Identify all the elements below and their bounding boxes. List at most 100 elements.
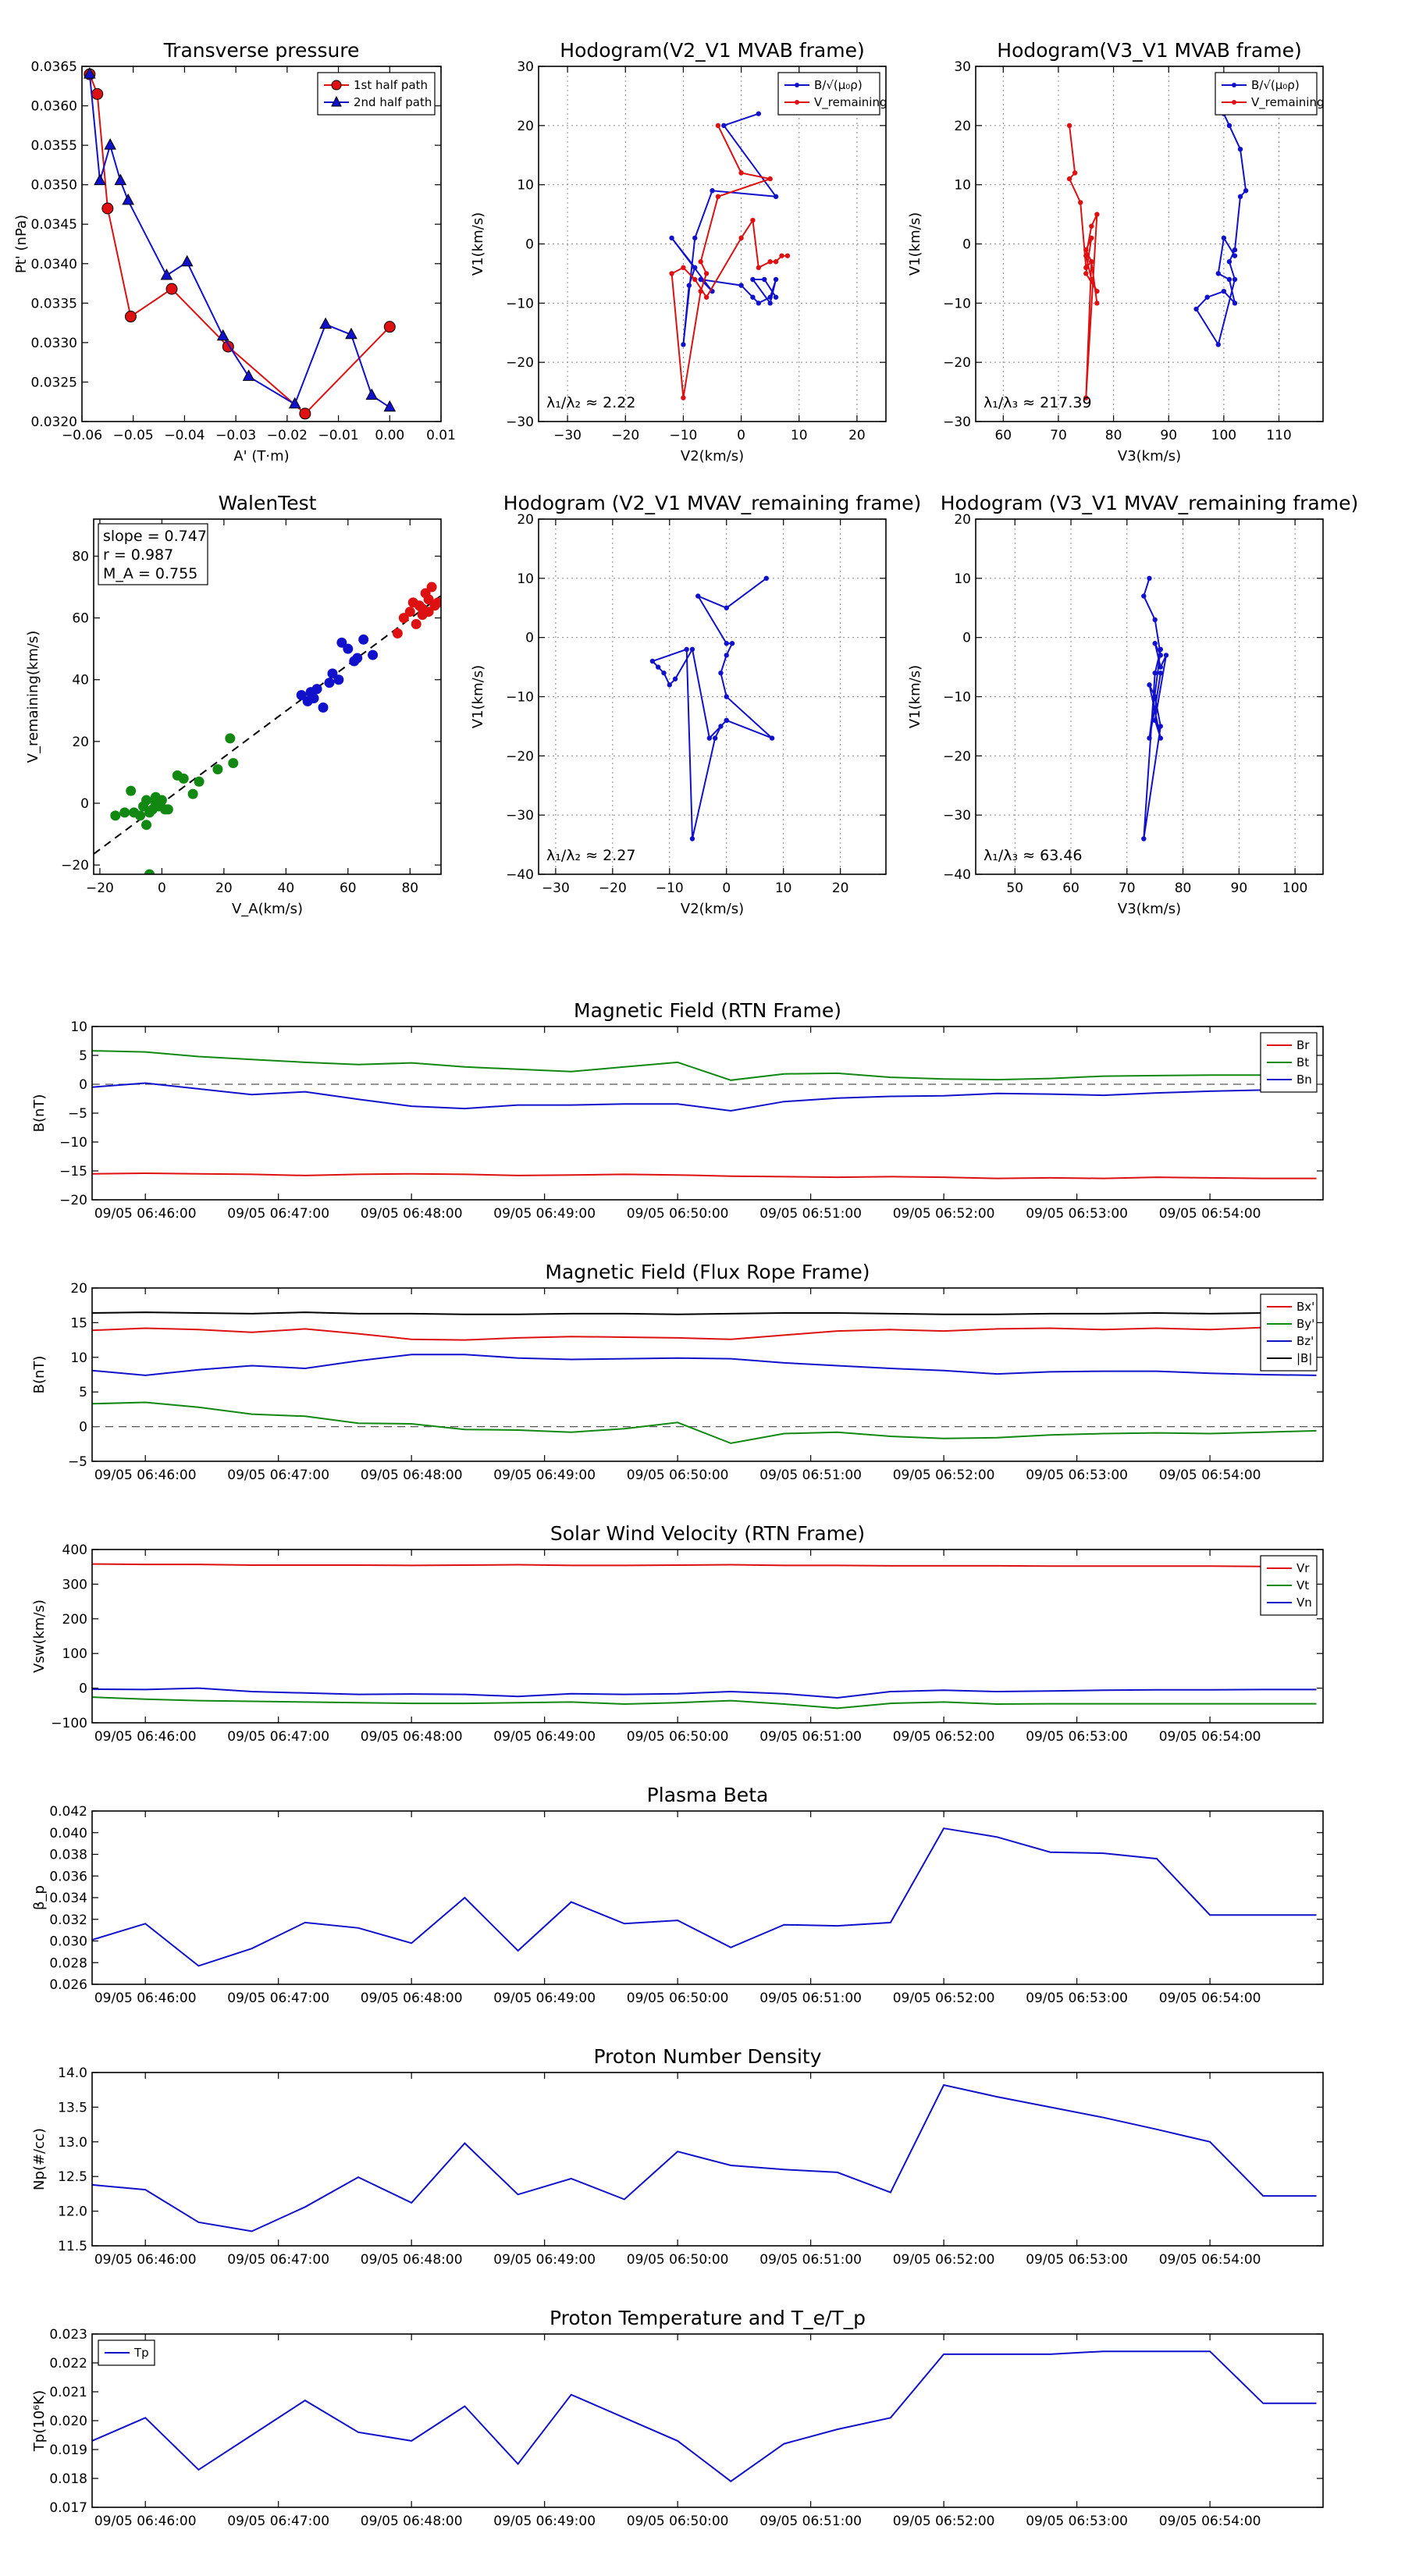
y-tick-label: −100 bbox=[51, 1716, 87, 1731]
x-tick-label: 60 bbox=[340, 881, 357, 896]
data-point bbox=[1232, 253, 1238, 258]
data-point bbox=[750, 294, 756, 300]
x-tick-label: 0 bbox=[722, 881, 731, 896]
y-tick-label: 10 bbox=[517, 178, 534, 194]
chart-title-mag_rtn: Magnetic Field (RTN Frame) bbox=[574, 999, 841, 1022]
data-point bbox=[1152, 670, 1158, 676]
data-point bbox=[365, 388, 379, 400]
data-point bbox=[661, 670, 667, 676]
data-point bbox=[404, 607, 415, 617]
legend-label: Tp bbox=[133, 2346, 149, 2360]
time-tick-label: 09/05 06:51:00 bbox=[759, 1729, 862, 1745]
y-axis-label: Pt' (nPa) bbox=[13, 215, 30, 273]
legend-label: 1st half path bbox=[354, 78, 428, 92]
plot-area-beta bbox=[92, 1827, 1317, 1967]
data-point bbox=[1232, 276, 1238, 283]
plot-area-h1 bbox=[669, 111, 791, 400]
y-tick-label: 0.019 bbox=[49, 2443, 87, 2458]
data-point bbox=[84, 67, 96, 79]
data-point bbox=[756, 301, 762, 306]
annotation-text: λ₁/λ₂ ≈ 2.27 bbox=[546, 847, 635, 864]
y-tick-label: 0.034 bbox=[49, 1891, 87, 1906]
time-tick-label: 09/05 06:48:00 bbox=[361, 1468, 463, 1483]
y-axis-label: B(nT) bbox=[31, 1356, 48, 1394]
data-point bbox=[703, 271, 710, 276]
x-tick-label: −20 bbox=[86, 881, 114, 896]
data-point bbox=[1152, 694, 1158, 699]
data-point bbox=[750, 276, 756, 283]
y-tick-label: 0.0340 bbox=[31, 257, 77, 272]
series-line-2nd half path bbox=[88, 74, 390, 408]
y-tick-label: 10 bbox=[954, 178, 971, 194]
data-point bbox=[122, 193, 134, 205]
y-tick-label: −5 bbox=[68, 1106, 87, 1122]
y-tick-label: 100 bbox=[62, 1646, 87, 1662]
legend-marker bbox=[1232, 100, 1236, 105]
chart-title-h3: Hodogram (V2_V1 MVAV_remaining frame) bbox=[503, 492, 922, 514]
y-tick-label: 0.042 bbox=[49, 1804, 87, 1820]
data-point bbox=[718, 670, 724, 676]
plot-area-tp bbox=[92, 2350, 1317, 2482]
data-point bbox=[91, 87, 104, 100]
plot-area-h4 bbox=[1141, 575, 1169, 841]
x-tick-label: −20 bbox=[611, 428, 639, 443]
series-line-Bn bbox=[92, 1082, 1317, 1112]
data-point bbox=[773, 259, 779, 265]
time-tick-label: 09/05 06:50:00 bbox=[627, 2514, 729, 2529]
x-tick-label: 0 bbox=[158, 881, 166, 896]
time-tick-label: 09/05 06:49:00 bbox=[493, 1206, 596, 1222]
data-point bbox=[669, 235, 674, 241]
x-tick-label: −30 bbox=[542, 881, 570, 896]
time-tick-label: 09/05 06:50:00 bbox=[627, 1206, 729, 1222]
y-tick-label: 30 bbox=[954, 59, 971, 75]
y-tick-label: −20 bbox=[506, 749, 534, 764]
time-tick-label: 09/05 06:47:00 bbox=[227, 2252, 329, 2268]
y-tick-label: 10 bbox=[517, 571, 534, 587]
chart-h3: Hodogram (V2_V1 MVAV_remaining frame) −40… bbox=[470, 492, 921, 917]
legend-box bbox=[317, 72, 436, 116]
data-point bbox=[738, 283, 744, 288]
axes-frame bbox=[538, 66, 887, 422]
data-point bbox=[299, 407, 311, 420]
y-tick-label: 0.022 bbox=[49, 2356, 87, 2371]
data-point bbox=[165, 283, 178, 295]
data-point bbox=[762, 276, 767, 283]
data-point bbox=[319, 317, 332, 329]
y-tick-label: 0 bbox=[79, 1077, 87, 1093]
y-tick-label: 300 bbox=[62, 1577, 87, 1592]
y-tick-label: 0.038 bbox=[49, 1848, 87, 1863]
data-point bbox=[681, 342, 686, 347]
chart-title-np: Proton Number Density bbox=[594, 2045, 822, 2068]
data-point bbox=[1215, 342, 1221, 347]
data-point bbox=[94, 173, 106, 186]
y-tick-label: −40 bbox=[506, 867, 534, 883]
legend-label: Br bbox=[1297, 1038, 1310, 1052]
time-tick-label: 09/05 06:48:00 bbox=[361, 1729, 463, 1745]
annotation-line: r = 0.987 bbox=[103, 546, 173, 564]
x-tick-label: −0.02 bbox=[267, 428, 308, 443]
time-tick-label: 09/05 06:48:00 bbox=[361, 2514, 463, 2529]
y-tick-label: 0.0365 bbox=[31, 59, 77, 75]
x-axis-label: V2(km/s) bbox=[681, 448, 744, 464]
y-tick-label: −10 bbox=[59, 1135, 87, 1151]
data-point bbox=[1083, 395, 1089, 400]
data-point bbox=[1083, 271, 1089, 276]
y-tick-label: 20 bbox=[72, 735, 89, 750]
y-axis-label: Np(#/cc) bbox=[31, 2128, 48, 2190]
x-tick-label: −20 bbox=[599, 881, 627, 896]
y-tick-label: 0 bbox=[962, 631, 971, 646]
time-tick-label: 09/05 06:51:00 bbox=[759, 1991, 862, 2006]
data-point bbox=[724, 605, 729, 610]
chart-h1: Hodogram(V2_V1 MVAB frame) −30 −20 −10 0 10 20… bbox=[470, 39, 887, 464]
x-tick-label: 110 bbox=[1266, 428, 1291, 443]
y-tick-label: 13.0 bbox=[58, 2135, 87, 2151]
x-tick-label: 0.00 bbox=[375, 428, 404, 443]
y-tick-label: 0.036 bbox=[49, 1869, 87, 1884]
data-point bbox=[101, 202, 114, 215]
plot-area-walen bbox=[94, 582, 441, 874]
data-point bbox=[1094, 288, 1100, 294]
data-point bbox=[1158, 724, 1164, 729]
x-tick-label: 10 bbox=[791, 428, 808, 443]
data-point bbox=[1158, 670, 1164, 676]
data-point bbox=[126, 785, 137, 796]
